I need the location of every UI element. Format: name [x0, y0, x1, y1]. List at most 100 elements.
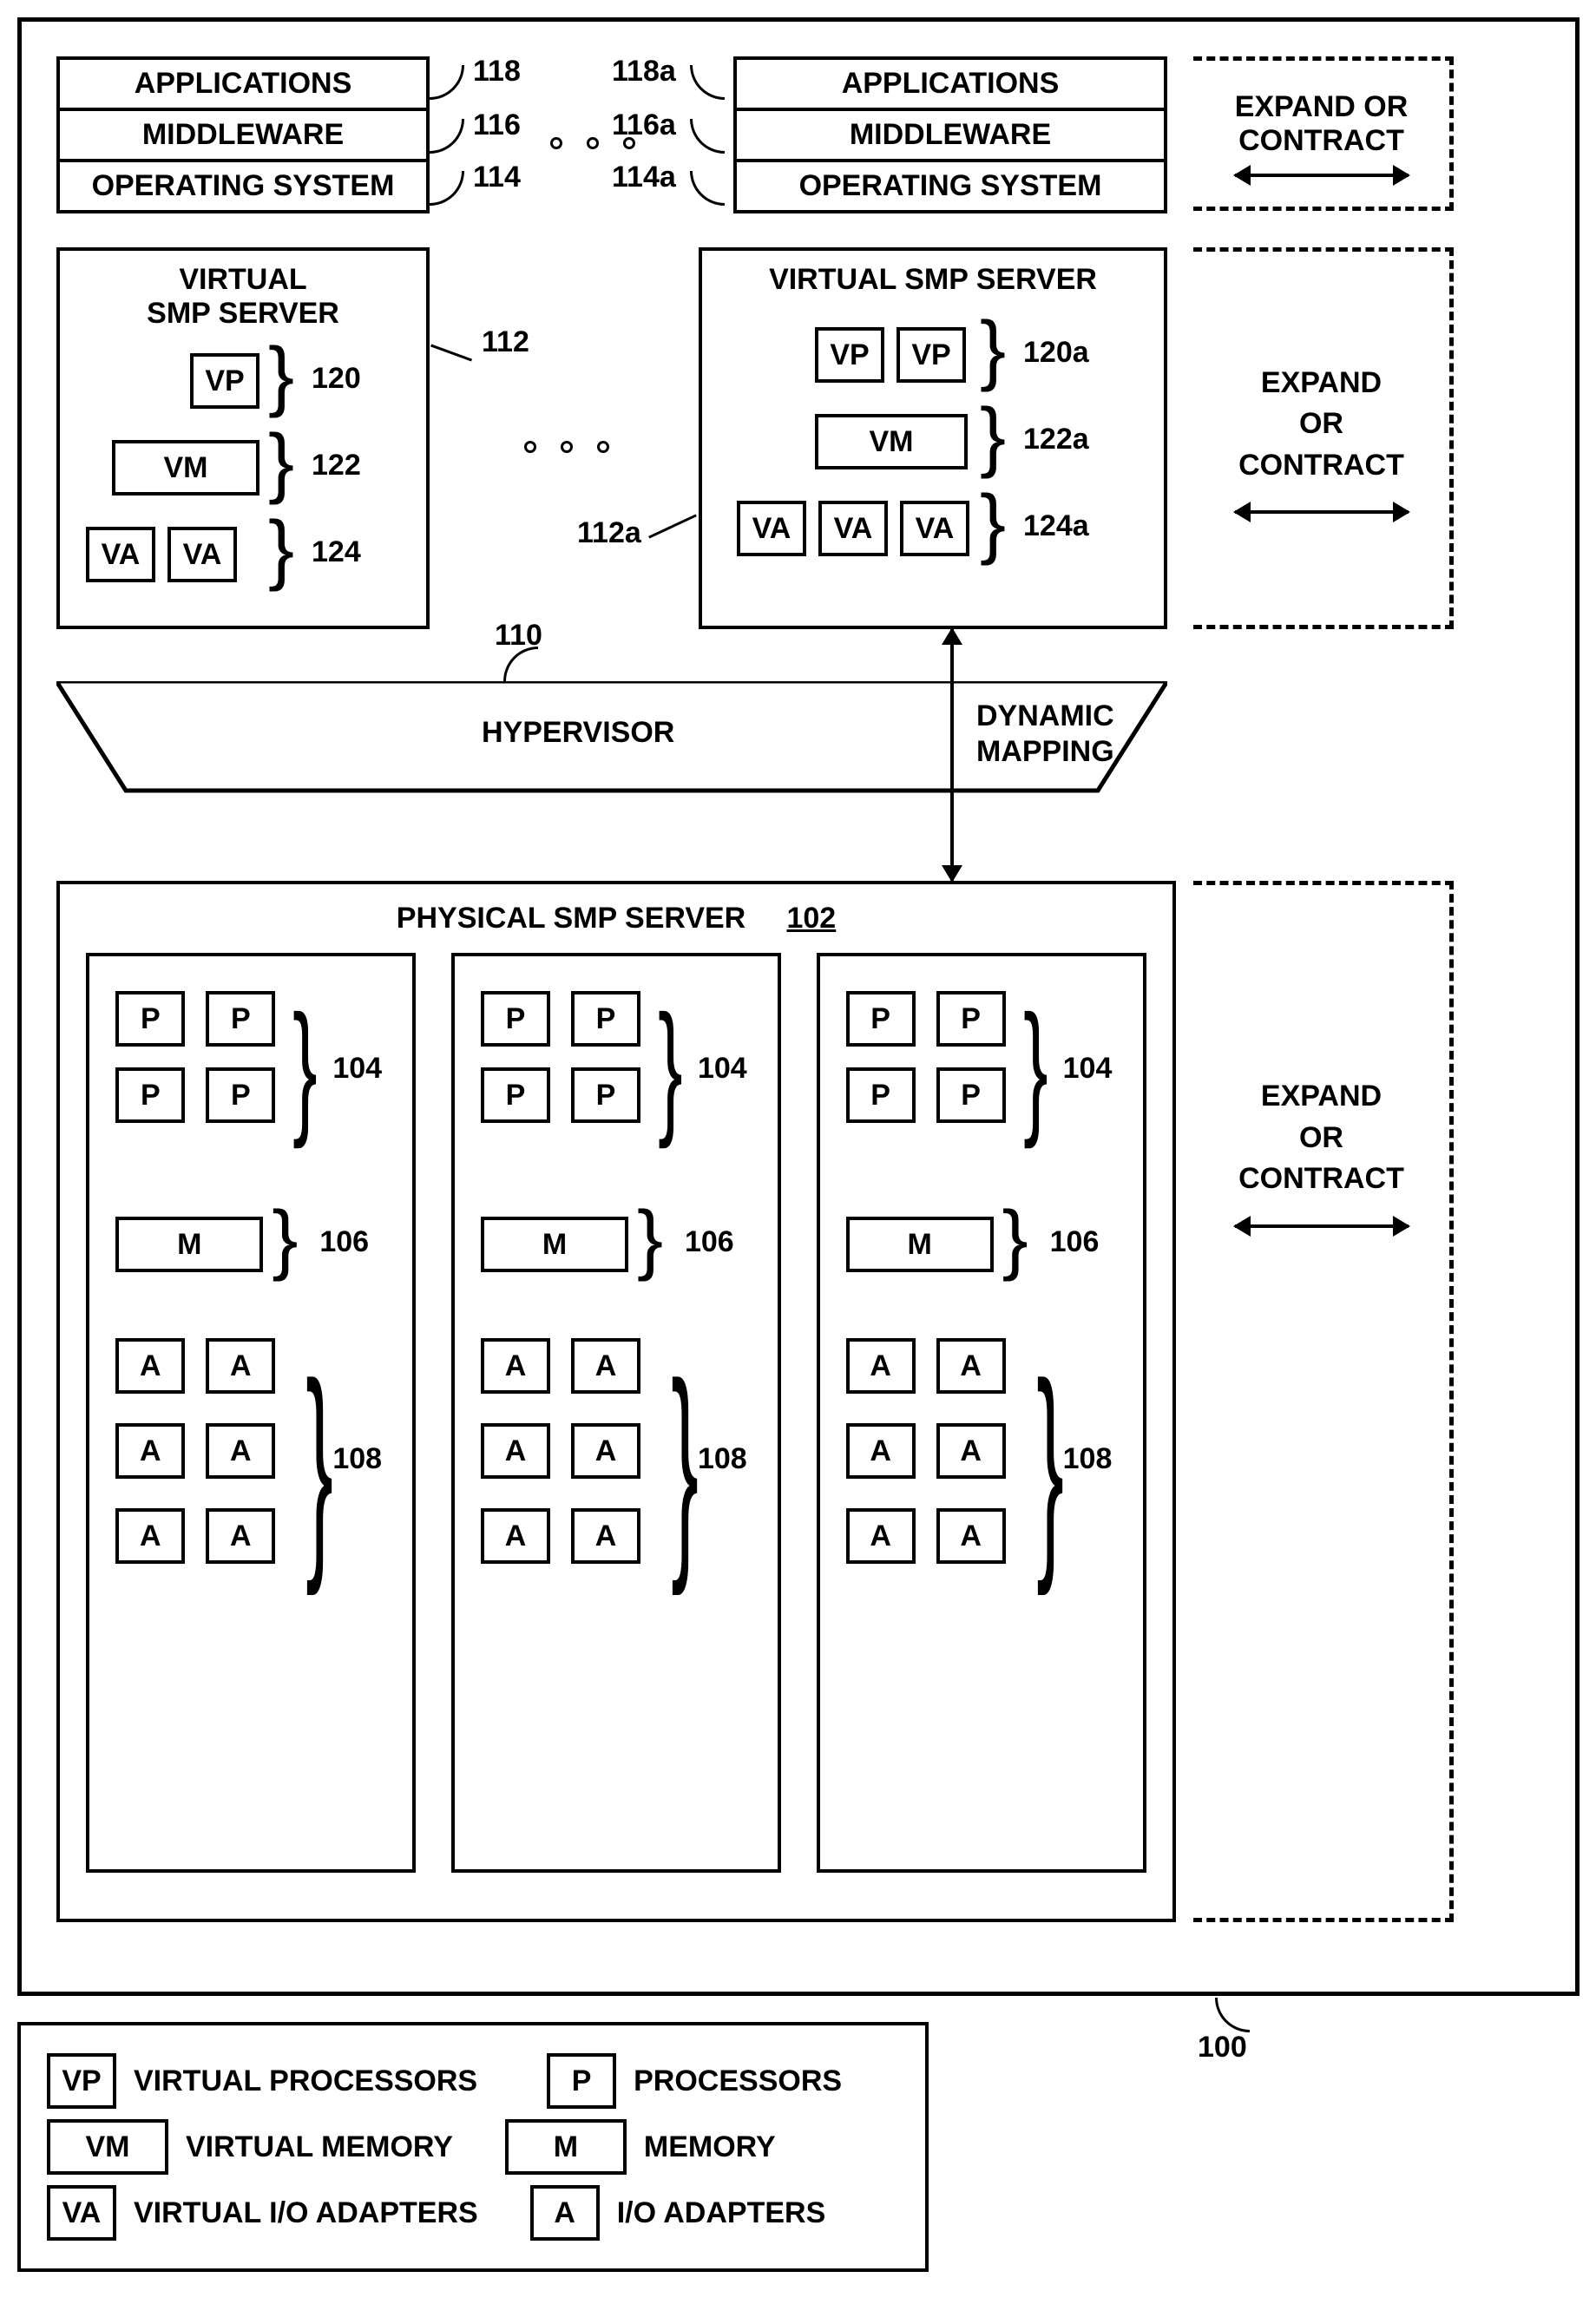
system-diagram: APPLICATIONS MIDDLEWARE OPERATING SYSTEM…: [17, 17, 1580, 2272]
vp-box: VP: [815, 327, 884, 383]
ref-118: 118: [473, 55, 521, 89]
hw-card: P P P P M A A A A A A: [86, 953, 416, 1873]
p-box: P: [846, 1067, 916, 1123]
virtual-smp-right: VIRTUAL SMP SERVER VP VP VM VA VA VA } }…: [699, 247, 1167, 629]
middleware-box: MIDDLEWARE: [56, 108, 430, 162]
dynamic-mapping-label: DYNAMIC MAPPING: [976, 699, 1114, 770]
ref-118a: 118a: [612, 55, 676, 89]
a-box: A: [481, 1508, 550, 1564]
ref-106: 106: [1050, 1225, 1100, 1259]
a-box: A: [115, 1338, 185, 1394]
p-box: P: [206, 1067, 275, 1123]
a-box: A: [206, 1423, 275, 1479]
va-box: VA: [86, 527, 155, 582]
expand-contract-virtual: EXPAND OR CONTRACT: [1193, 247, 1454, 629]
va-box: VA: [167, 527, 237, 582]
hw-card: P P P P M A A A A A A: [451, 953, 781, 1873]
virtual-smp-left: VIRTUAL SMP SERVER VP VM VA VA } } } 120…: [56, 247, 430, 629]
ref-114: 114: [473, 161, 521, 194]
virtual-smp-left-title: VIRTUAL SMP SERVER: [76, 263, 410, 331]
a-box: A: [481, 1423, 550, 1479]
ref-106: 106: [319, 1225, 369, 1259]
p-box: P: [571, 991, 640, 1047]
ref-122: 122: [312, 449, 361, 482]
va-box: VA: [818, 501, 888, 556]
a-box: A: [571, 1338, 640, 1394]
ref-120a: 120a: [1023, 336, 1089, 370]
legend-va-label: VIRTUAL I/O ADAPTERS: [134, 2196, 478, 2230]
p-box: P: [936, 1067, 1006, 1123]
ref-104: 104: [698, 1052, 747, 1086]
legend-a-label: I/O ADAPTERS: [617, 2196, 826, 2230]
va-box: VA: [737, 501, 806, 556]
os-box-r: OPERATING SYSTEM: [733, 159, 1167, 213]
a-box: A: [206, 1508, 275, 1564]
p-box: P: [206, 991, 275, 1047]
lead-line-icon: [1215, 1998, 1250, 2032]
software-stack-right: APPLICATIONS MIDDLEWARE OPERATING SYSTEM: [733, 56, 1167, 213]
p-box: P: [571, 1067, 640, 1123]
hw-card: P P P P M A A A A A A: [817, 953, 1146, 1873]
legend-vp-icon: VP: [47, 2053, 116, 2109]
ref-116: 116: [473, 108, 521, 142]
ref-124: 124: [312, 535, 361, 569]
p-box: P: [481, 1067, 550, 1123]
ref-112: 112: [482, 325, 529, 359]
hypervisor-label: HYPERVISOR: [482, 716, 674, 750]
ref-104: 104: [332, 1052, 382, 1086]
expand-contract-top: EXPAND OR CONTRACT: [1193, 56, 1454, 211]
p-box: P: [936, 991, 1006, 1047]
p-box: P: [481, 991, 550, 1047]
ref-102: 102: [786, 902, 836, 935]
vm-box: VM: [815, 414, 968, 469]
a-box: A: [846, 1338, 916, 1394]
ref-122a: 122a: [1023, 423, 1089, 456]
ellipsis-icon: [538, 135, 647, 154]
apps-box: APPLICATIONS: [56, 56, 430, 111]
expand-contract-physical: EXPAND OR CONTRACT: [1193, 881, 1454, 1922]
a-box: A: [936, 1423, 1006, 1479]
os-box: OPERATING SYSTEM: [56, 159, 430, 213]
ref-112a: 112a: [577, 516, 641, 550]
ellipsis-icon: [512, 438, 621, 458]
a-box: A: [936, 1338, 1006, 1394]
a-box: A: [936, 1508, 1006, 1564]
ref-104: 104: [1063, 1052, 1113, 1086]
a-box: A: [481, 1338, 550, 1394]
p-box: P: [846, 991, 916, 1047]
ref-110: 110: [495, 619, 542, 653]
m-box: M: [115, 1217, 263, 1272]
a-box: A: [115, 1423, 185, 1479]
virtual-smp-right-title: VIRTUAL SMP SERVER: [718, 263, 1148, 297]
legend: VP VIRTUAL PROCESSORS P PROCESSORS VM VI…: [17, 2022, 929, 2272]
ref-108: 108: [698, 1442, 747, 1476]
software-stack-left: APPLICATIONS MIDDLEWARE OPERATING SYSTEM: [56, 56, 430, 213]
vp-box: VP: [897, 327, 966, 383]
ref-124a: 124a: [1023, 509, 1089, 543]
legend-p-icon: P: [547, 2053, 616, 2109]
p-box: P: [115, 991, 185, 1047]
a-box: A: [206, 1338, 275, 1394]
ref-108: 108: [1063, 1442, 1113, 1476]
dynamic-mapping-arrow: [950, 629, 954, 881]
legend-m-icon: M: [505, 2119, 627, 2175]
ref-108: 108: [332, 1442, 382, 1476]
legend-vm-icon: VM: [47, 2119, 168, 2175]
va-box: VA: [900, 501, 969, 556]
legend-vm-label: VIRTUAL MEMORY: [186, 2130, 453, 2164]
vm-box: VM: [112, 440, 259, 496]
middleware-box-r: MIDDLEWARE: [733, 108, 1167, 162]
legend-p-label: PROCESSORS: [634, 2064, 842, 2098]
vp-box: VP: [190, 353, 259, 409]
legend-va-icon: VA: [47, 2185, 116, 2241]
legend-a-icon: A: [530, 2185, 600, 2241]
a-box: A: [115, 1508, 185, 1564]
a-box: A: [571, 1508, 640, 1564]
p-box: P: [115, 1067, 185, 1123]
ref-106: 106: [685, 1225, 734, 1259]
ref-100: 100: [1198, 2031, 1247, 2064]
legend-m-label: MEMORY: [644, 2130, 776, 2164]
a-box: A: [846, 1423, 916, 1479]
apps-box-r: APPLICATIONS: [733, 56, 1167, 111]
physical-title: PHYSICAL SMP SERVER: [397, 902, 745, 935]
